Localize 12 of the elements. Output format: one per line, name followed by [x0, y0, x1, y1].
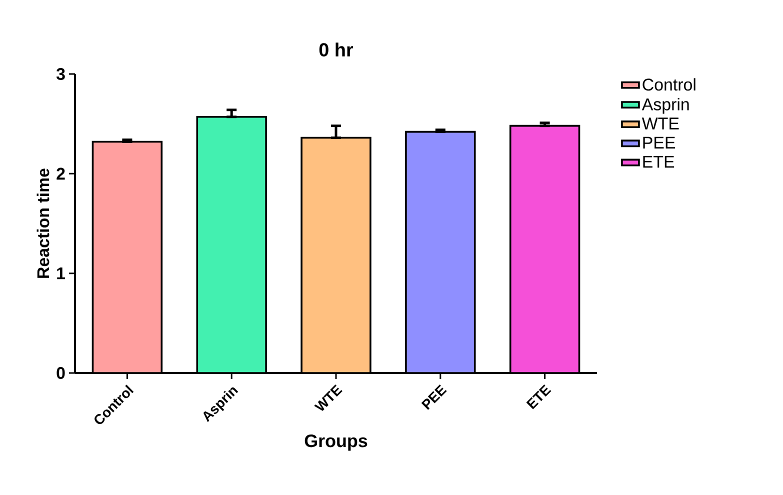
y-tick-label: 0: [56, 367, 65, 379]
legend-label: Control: [642, 78, 696, 91]
chart-title: 0 hr: [319, 42, 354, 56]
legend-label: PEE: [643, 136, 676, 148]
x-axis-title: Groups: [304, 434, 368, 451]
y-tick-label: 3: [56, 68, 65, 80]
y-axis-title: Reaction time: [36, 168, 50, 278]
legend-label: Asprin: [642, 98, 689, 114]
legend-label: ETE: [643, 156, 674, 168]
y-tick-label: 2: [56, 168, 65, 180]
legend-label: WTE: [642, 118, 679, 130]
y-tick-label: 1: [57, 268, 66, 280]
